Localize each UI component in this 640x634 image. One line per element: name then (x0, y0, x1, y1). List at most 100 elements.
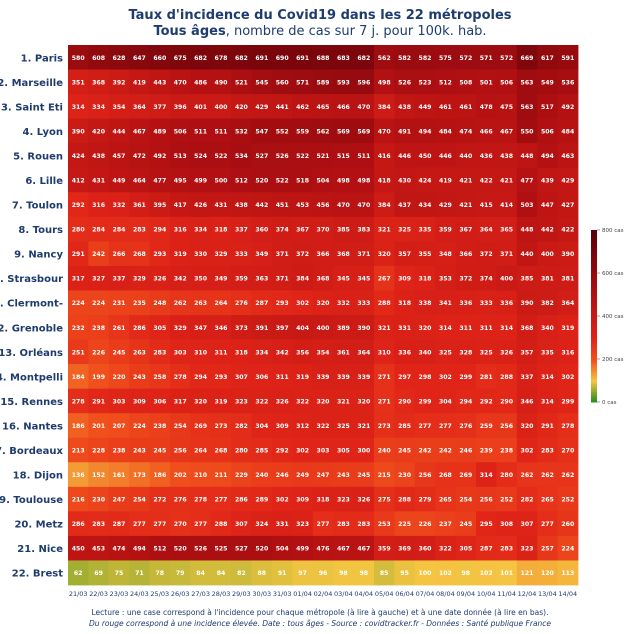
cell-value-label: 390 (357, 325, 371, 332)
heatmap-cell (455, 364, 477, 390)
heatmap-cell (455, 192, 477, 218)
heatmap-cell (394, 511, 416, 537)
column-date-label: 13/04 (538, 590, 557, 598)
heatmap-cell (272, 192, 293, 218)
heatmap-cell (374, 413, 395, 439)
cell-value-label: 82 (237, 570, 246, 577)
cell-value-label: 278 (194, 497, 207, 504)
cell-value-label: 305 (153, 325, 166, 332)
heatmap-cell (190, 216, 212, 242)
cell-value-label: 457 (113, 153, 126, 160)
cell-value-label: 246 (459, 448, 472, 455)
cell-value-label: 323 (235, 398, 248, 405)
heatmap-cell (333, 437, 354, 463)
heatmap-cell (129, 437, 150, 463)
column-date-label: 12/04 (518, 590, 537, 598)
cell-value-label: 326 (357, 497, 370, 504)
heatmap-cell (557, 192, 579, 218)
heatmap-cell (455, 437, 477, 463)
column-date-label: 29/03 (232, 590, 251, 598)
cell-value-label: 431 (215, 202, 228, 209)
heatmap-cell (108, 388, 130, 414)
heatmap-cell (333, 388, 354, 414)
cell-value-label: 669 (521, 55, 534, 62)
heatmap-cell (496, 413, 518, 439)
colorbar-segment (591, 270, 597, 273)
colorbar-segment (591, 272, 597, 275)
cell-value-label: 213 (72, 448, 85, 455)
column-date-label: 27/03 (191, 590, 210, 598)
heatmap-cell (455, 69, 477, 95)
heatmap-cell (272, 462, 293, 488)
heatmap-cell (272, 535, 293, 561)
heatmap-cell (476, 192, 497, 218)
heatmap-cell (435, 437, 456, 463)
cell-value-label: 216 (72, 497, 85, 504)
cell-value-label: 329 (174, 325, 187, 332)
cell-value-label: 299 (561, 398, 574, 405)
cell-value-label: 521 (317, 153, 330, 160)
heatmap-cell (149, 364, 171, 390)
heatmap-cell (353, 462, 375, 488)
cell-value-label: 431 (92, 178, 105, 185)
heatmap-cell (353, 167, 375, 193)
heatmap-cell (374, 45, 395, 70)
colorbar-segment (591, 282, 597, 285)
cell-value-label: 240 (255, 472, 269, 479)
heatmap-cell (68, 535, 89, 561)
cell-value-label: 282 (235, 423, 248, 430)
heatmap-cell (394, 486, 416, 512)
cell-value-label: 359 (439, 227, 452, 234)
heatmap-cell (557, 167, 579, 193)
heatmap-cell (333, 143, 354, 169)
cell-value-label: 322 (317, 423, 330, 430)
column-date-label: 26/03 (171, 590, 190, 598)
heatmap-cell (210, 535, 232, 561)
cell-value-label: 451 (276, 202, 289, 209)
colorbar-segment (591, 262, 597, 265)
heatmap-cell (210, 216, 232, 242)
heatmap-cell (210, 265, 232, 291)
cell-value-label: 224 (133, 423, 147, 430)
heatmap-cell (149, 535, 171, 561)
heatmap-cell (231, 69, 252, 95)
heatmap-cell (292, 535, 314, 561)
heatmap-cell (149, 216, 171, 242)
heatmap-cell (149, 560, 171, 586)
cell-value-label: 287 (113, 521, 126, 528)
heatmap-cell (374, 167, 395, 193)
heatmap-cell (516, 118, 538, 144)
heatmap-cell (516, 388, 538, 414)
heatmap-cell (149, 118, 171, 144)
colorbar-segment (591, 366, 597, 369)
heatmap-cell (88, 143, 110, 169)
cell-value-label: 302 (296, 448, 309, 455)
heatmap-cell (496, 315, 518, 340)
heatmap-cell (516, 315, 538, 340)
cell-value-label: 336 (459, 300, 472, 307)
heatmap-cell (108, 560, 130, 586)
colorbar-segment (591, 268, 597, 271)
chart-subtitle: Tous âges, nombre de cas sur 7 j. pour 1… (0, 24, 640, 39)
colorbar-tick-label: 800 cas (602, 228, 624, 234)
heatmap-cell (170, 511, 191, 537)
footer-reading-note: Lecture : une case correspond à l'incide… (91, 608, 549, 617)
heatmap-cell (455, 45, 477, 70)
cell-value-label: 440 (521, 251, 535, 258)
heatmap-cell (170, 413, 191, 439)
cell-value-label: 381 (561, 276, 574, 283)
heatmap-cell (88, 118, 110, 144)
heatmap-cell (292, 388, 314, 414)
heatmap-cell (108, 241, 130, 267)
cell-value-label: 513 (174, 153, 187, 160)
heatmap-cell (353, 535, 375, 561)
heatmap-cell (251, 339, 273, 365)
heatmap-cell (455, 167, 477, 193)
heatmap-cell (190, 339, 212, 365)
heatmap-cell (231, 143, 252, 169)
cell-value-label: 385 (337, 227, 350, 234)
cell-value-label: 439 (541, 178, 554, 185)
heatmap-cell (516, 560, 538, 586)
cell-value-label: 355 (419, 251, 432, 258)
colorbar-segment (591, 376, 597, 379)
